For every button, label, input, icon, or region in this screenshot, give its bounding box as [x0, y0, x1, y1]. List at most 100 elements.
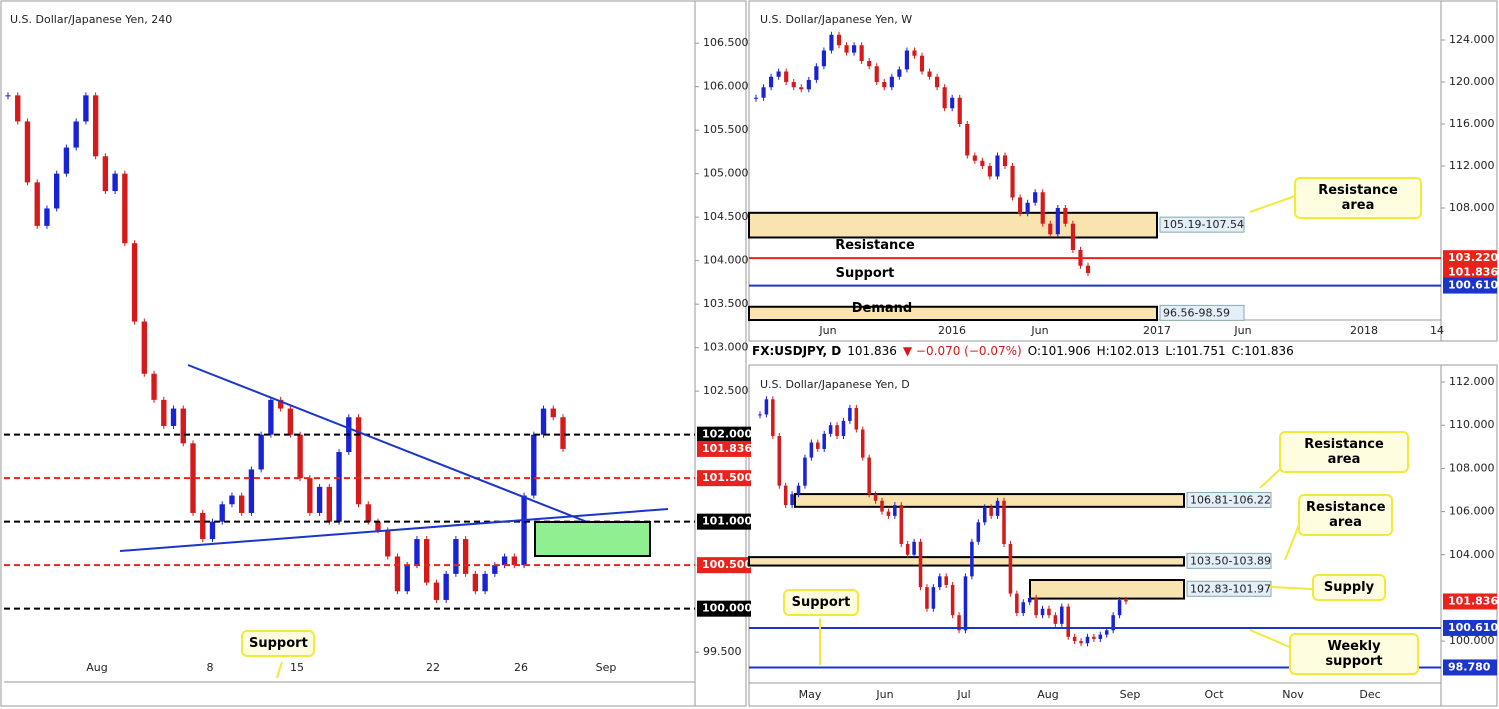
candle — [919, 55, 925, 72]
annotation: Supply — [1312, 574, 1386, 601]
candle — [764, 399, 769, 415]
zone-label: 105.19-107.54 — [1163, 218, 1244, 231]
candle — [151, 373, 157, 400]
candle — [1015, 593, 1019, 614]
callout-pointer — [276, 661, 283, 679]
candle — [161, 399, 167, 426]
candle — [874, 66, 879, 83]
candle — [219, 504, 225, 522]
zone-label: 102.83-101.97 — [1190, 582, 1271, 595]
candle — [791, 82, 796, 88]
candle — [511, 556, 517, 566]
zone-label: 106.81-106.22 — [1190, 493, 1271, 506]
candle — [995, 155, 1000, 177]
annotation: Resistance area — [1298, 494, 1393, 536]
candle — [957, 615, 961, 631]
candle — [970, 541, 974, 577]
annotation: Support — [835, 266, 895, 281]
candle — [753, 97, 759, 99]
low: L:101.751 — [1165, 344, 1226, 358]
candle — [859, 45, 864, 62]
price-label: 100.000 — [702, 602, 752, 615]
x-tick-label: Oct — [1204, 688, 1224, 701]
candle — [950, 584, 955, 616]
candle — [336, 452, 342, 522]
y-tick-label: 104.500 — [703, 210, 749, 223]
y-tick-label: 106.500 — [703, 36, 749, 49]
candle — [1040, 608, 1045, 616]
x-tick-label: Sep — [596, 661, 617, 674]
y-tick-label: 103.000 — [703, 341, 749, 354]
candle — [925, 587, 929, 609]
candle — [918, 541, 923, 588]
y-tick-label: 120.000 — [1449, 75, 1495, 88]
candle — [938, 576, 942, 588]
zone-label-box — [1159, 216, 1245, 233]
x-tick-label: Dec — [1359, 688, 1380, 701]
candle — [1060, 606, 1064, 624]
candle — [44, 208, 50, 226]
y-tick-label: 104.000 — [1449, 548, 1495, 561]
candle — [239, 495, 245, 513]
y-tick-label: 108.000 — [1449, 201, 1495, 214]
candle — [844, 45, 849, 53]
candle — [424, 539, 430, 583]
x-tick-label: Jun — [875, 688, 893, 701]
candle — [24, 121, 31, 183]
callout-pointer — [1269, 586, 1313, 590]
candle — [1066, 606, 1070, 637]
candle — [758, 414, 762, 416]
x-tick-label: 2018 — [1350, 324, 1378, 337]
candle — [761, 87, 766, 98]
zone-label: 96.56-98.59 — [1163, 306, 1230, 319]
candle — [976, 522, 981, 542]
candle — [73, 121, 79, 148]
candle — [776, 71, 781, 77]
trend-line — [119, 508, 669, 552]
candle — [769, 76, 774, 88]
y-tick-label: 103.500 — [703, 297, 749, 310]
price-label: 103.220 — [1448, 251, 1498, 264]
price-label-box — [1443, 277, 1497, 294]
candle — [287, 408, 294, 435]
candle — [1047, 608, 1051, 616]
candle — [796, 485, 801, 495]
candle — [1124, 600, 1128, 602]
annotation: Resistance area — [1294, 177, 1422, 219]
x-tick-label: Aug — [1037, 688, 1058, 701]
x-tick-label: 26 — [514, 661, 528, 674]
price-label: 101.000 — [702, 515, 752, 528]
zone-label-box — [1186, 491, 1272, 508]
zone-label-box — [1159, 304, 1245, 321]
y-tick-label: 108.000 — [1449, 461, 1495, 474]
candle — [1048, 223, 1053, 235]
candle — [83, 95, 89, 122]
candle — [889, 76, 894, 88]
candle — [433, 582, 440, 600]
price-label-box — [697, 470, 751, 487]
candle — [828, 425, 833, 434]
candle — [112, 173, 118, 192]
candle — [821, 50, 826, 67]
y-tick-label: 106.000 — [703, 80, 749, 93]
candle — [987, 165, 992, 177]
candle — [200, 512, 206, 540]
panel-title: U.S. Dollar/Japanese Yen, W — [760, 13, 912, 26]
price-label-box — [697, 557, 751, 574]
candle — [867, 457, 871, 495]
zone — [794, 493, 1185, 508]
open: O:101.906 — [1027, 344, 1091, 358]
candle — [1025, 202, 1030, 214]
candle — [297, 434, 303, 479]
candle — [248, 469, 255, 513]
price-label-box — [1443, 264, 1497, 281]
candle — [326, 486, 332, 522]
y-tick-label: 116.000 — [1449, 117, 1495, 130]
candle — [394, 556, 401, 592]
y-tick-label: 105.000 — [703, 167, 749, 180]
zone — [1029, 579, 1185, 600]
candle — [375, 521, 381, 531]
candle — [784, 71, 789, 83]
candle — [963, 576, 968, 631]
